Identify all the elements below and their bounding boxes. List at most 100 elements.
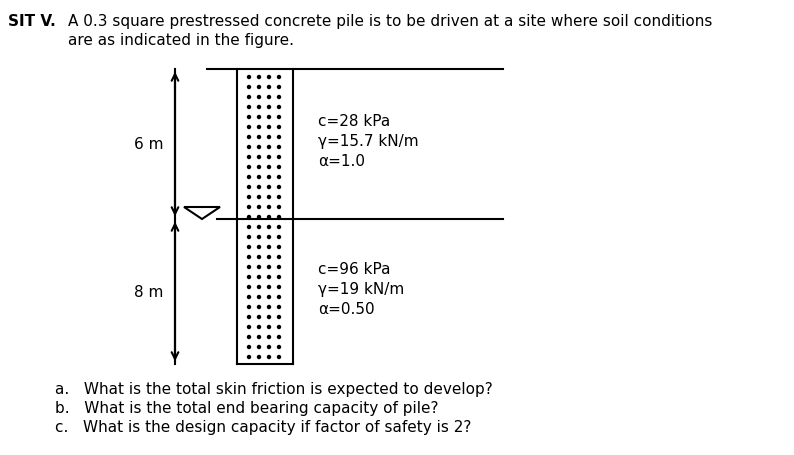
Text: c=96 kPa: c=96 kPa	[318, 262, 391, 276]
Text: 8 m: 8 m	[133, 284, 163, 299]
Circle shape	[268, 206, 271, 209]
Circle shape	[277, 106, 280, 109]
Text: c=28 kPa: c=28 kPa	[318, 114, 390, 129]
Circle shape	[248, 126, 250, 129]
Circle shape	[277, 256, 280, 259]
Circle shape	[277, 226, 280, 229]
Circle shape	[268, 166, 271, 169]
Circle shape	[257, 236, 260, 239]
Circle shape	[277, 316, 280, 319]
Text: γ=15.7 kN/m: γ=15.7 kN/m	[318, 134, 418, 149]
Circle shape	[257, 226, 260, 229]
Circle shape	[248, 116, 250, 119]
Circle shape	[257, 106, 260, 109]
Circle shape	[277, 246, 280, 249]
Circle shape	[257, 166, 260, 169]
Bar	[243, 70, 287, 364]
Circle shape	[277, 136, 280, 139]
Circle shape	[248, 206, 250, 209]
Circle shape	[268, 156, 271, 159]
Circle shape	[248, 136, 250, 139]
Text: A 0.3 square prestressed concrete pile is to be driven at a site where soil cond: A 0.3 square prestressed concrete pile i…	[68, 14, 712, 29]
Circle shape	[277, 286, 280, 289]
Circle shape	[277, 126, 280, 129]
Text: 6 m: 6 m	[133, 137, 163, 152]
Circle shape	[268, 86, 271, 89]
Circle shape	[277, 296, 280, 299]
Circle shape	[257, 76, 260, 79]
Circle shape	[248, 166, 250, 169]
Circle shape	[277, 96, 280, 99]
Circle shape	[277, 356, 280, 359]
Circle shape	[277, 176, 280, 179]
Circle shape	[277, 266, 280, 269]
Circle shape	[277, 326, 280, 329]
Circle shape	[268, 176, 271, 179]
Polygon shape	[184, 207, 220, 219]
Circle shape	[268, 136, 271, 139]
Circle shape	[277, 346, 280, 349]
Circle shape	[277, 76, 280, 79]
Circle shape	[268, 326, 271, 329]
Circle shape	[268, 226, 271, 229]
Circle shape	[257, 296, 260, 299]
Circle shape	[277, 236, 280, 239]
Circle shape	[277, 186, 280, 189]
Circle shape	[257, 286, 260, 289]
Text: α=0.50: α=0.50	[318, 301, 375, 316]
Circle shape	[248, 216, 250, 219]
Circle shape	[257, 326, 260, 329]
Circle shape	[268, 216, 271, 219]
Circle shape	[257, 96, 260, 99]
Circle shape	[248, 276, 250, 279]
Circle shape	[248, 266, 250, 269]
Circle shape	[248, 76, 250, 79]
Circle shape	[248, 146, 250, 149]
Circle shape	[268, 76, 271, 79]
Circle shape	[277, 216, 280, 219]
Text: α=1.0: α=1.0	[318, 154, 365, 169]
Circle shape	[248, 156, 250, 159]
Circle shape	[268, 236, 271, 239]
Circle shape	[268, 346, 271, 349]
Circle shape	[257, 126, 260, 129]
Circle shape	[257, 346, 260, 349]
Circle shape	[257, 176, 260, 179]
Circle shape	[268, 356, 271, 359]
Circle shape	[277, 116, 280, 119]
Circle shape	[268, 256, 271, 259]
Circle shape	[257, 306, 260, 309]
Circle shape	[277, 156, 280, 159]
Circle shape	[257, 256, 260, 259]
Circle shape	[248, 256, 250, 259]
Circle shape	[277, 276, 280, 279]
Circle shape	[248, 236, 250, 239]
Circle shape	[248, 96, 250, 99]
Circle shape	[248, 176, 250, 179]
Circle shape	[248, 226, 250, 229]
Circle shape	[268, 146, 271, 149]
Circle shape	[277, 206, 280, 209]
Circle shape	[248, 356, 250, 359]
Text: are as indicated in the figure.: are as indicated in the figure.	[68, 33, 294, 48]
Circle shape	[248, 336, 250, 339]
Circle shape	[268, 336, 271, 339]
Circle shape	[257, 146, 260, 149]
Circle shape	[277, 306, 280, 309]
Circle shape	[268, 286, 271, 289]
Circle shape	[268, 276, 271, 279]
Circle shape	[257, 196, 260, 199]
Circle shape	[277, 166, 280, 169]
Circle shape	[268, 116, 271, 119]
Circle shape	[248, 246, 250, 249]
Circle shape	[268, 96, 271, 99]
Text: b.   What is the total end bearing capacity of pile?: b. What is the total end bearing capacit…	[55, 400, 438, 415]
Circle shape	[248, 316, 250, 319]
Circle shape	[248, 296, 250, 299]
Circle shape	[248, 186, 250, 189]
Circle shape	[268, 246, 271, 249]
Circle shape	[257, 136, 260, 139]
Circle shape	[248, 326, 250, 329]
Circle shape	[257, 336, 260, 339]
Circle shape	[277, 336, 280, 339]
